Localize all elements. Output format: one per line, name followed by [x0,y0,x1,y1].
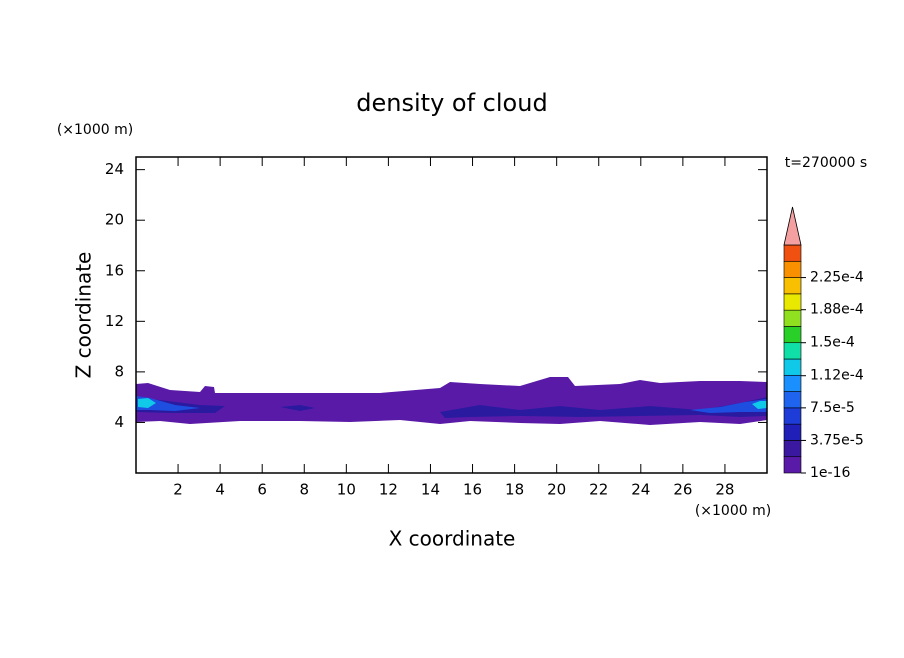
colorbar-band [783,244,802,262]
colorbar-band [783,293,802,311]
y-unit: (×1000 m) [57,122,133,138]
colorbar-band [783,277,802,295]
colorbar-band [783,326,802,344]
y-tick-label: 4 [114,413,124,431]
time-label: t=270000 s [785,155,867,171]
x-tick-label: 14 [421,481,440,499]
colorbar-tick-label: 2.25e-4 [810,270,864,286]
y-tick-label: 8 [114,362,124,380]
colorbar-band [783,407,802,425]
cloud-region [136,396,767,413]
x-tick-label: 22 [589,481,608,499]
x-tick-label: 6 [257,481,267,499]
y-axis-title: Z coordinate [72,252,96,379]
colorbar-band [783,358,802,376]
colorbar-extend [783,206,802,246]
x-tick-label: 16 [463,481,482,499]
y-tick-label: 20 [105,211,124,229]
x-unit: (×1000 m) [695,503,771,519]
colorbar-tick-label: 1.5e-4 [810,335,855,351]
colorbar-tick-label: 1e-16 [810,465,850,481]
cloud-region [136,397,767,418]
colorbar-band [783,374,802,392]
colorbar-tick-label: 1.88e-4 [810,302,864,318]
colorbar-band [783,309,802,327]
colorbar-band [783,260,802,278]
y-tick-label: 24 [105,160,124,178]
x-axis-title: X coordinate [389,527,516,551]
cloud-region [136,377,767,425]
x-tick-label: 28 [715,481,734,499]
x-tick-label: 8 [299,481,309,499]
colorbar-tick-label: 3.75e-5 [810,432,864,448]
x-tick-label: 18 [505,481,524,499]
y-tick-label: 12 [105,312,124,330]
colorbar-band [783,456,802,474]
cloud-field [136,377,767,425]
colorbar-band [783,391,802,409]
colorbar-band [783,423,802,441]
x-tick-label: 2 [173,481,183,499]
colorbar-tick-label: 1.12e-4 [810,368,864,384]
chart-title: density of cloud [356,89,547,117]
plot-frame [135,156,768,474]
x-tick-label: 26 [673,481,692,499]
x-tick-label: 20 [547,481,566,499]
x-tick-label: 10 [337,481,356,499]
colorbar-tick-label: 7.5e-5 [810,400,855,416]
x-tick-label: 4 [215,481,225,499]
x-tick-label: 24 [631,481,650,499]
y-tick-label: 16 [105,261,124,279]
x-tick-label: 12 [379,481,398,499]
colorbar-band [783,342,802,360]
colorbar-band [783,440,802,458]
